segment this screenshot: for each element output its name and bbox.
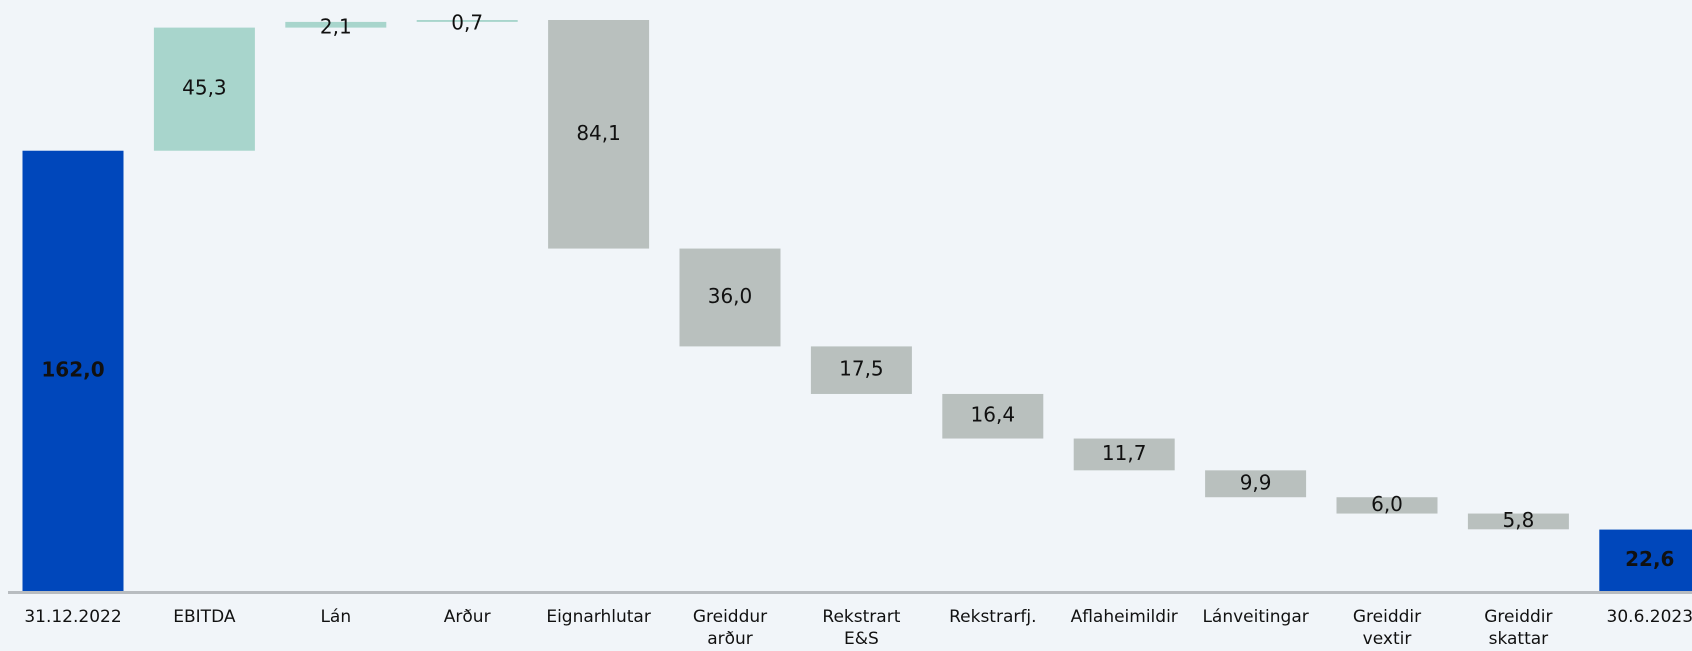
- bar: [548, 20, 650, 249]
- category-label: Aflaheimildir: [1070, 607, 1178, 627]
- category-label: Lánveitingar: [1202, 607, 1309, 627]
- category-label: EBITDA: [173, 607, 236, 627]
- category-label: Rekstrarfj.: [949, 607, 1037, 627]
- bar: [416, 20, 518, 22]
- category-label: Arður: [443, 607, 491, 627]
- category-label: Greiddir skattar: [1484, 607, 1553, 649]
- bar: [285, 21, 387, 28]
- value-label: 36,0: [708, 284, 753, 308]
- value-label: 45,3: [182, 76, 227, 100]
- value-label: 22,6: [1625, 547, 1674, 571]
- bar: [1599, 529, 1692, 591]
- value-label: 11,7: [1102, 441, 1147, 465]
- category-label: 31.12.2022: [24, 607, 122, 627]
- bar: [1467, 513, 1569, 530]
- bar: [810, 346, 912, 394]
- category-label: 30.6.2023: [1606, 607, 1692, 627]
- value-label: 9,9: [1240, 470, 1272, 494]
- bar: [1073, 438, 1175, 471]
- value-label: 6,0: [1371, 492, 1403, 516]
- value-label: 0,7: [451, 10, 483, 34]
- value-label: 162,0: [41, 357, 104, 381]
- category-label: Greiddur arður: [692, 607, 768, 649]
- bar: [22, 150, 124, 591]
- category-label: Rekstrart E&S: [822, 607, 901, 649]
- value-label: 2,1: [320, 14, 352, 38]
- bar: [153, 27, 255, 151]
- category-label: Greiddir vextir: [1352, 607, 1422, 649]
- bar: [942, 393, 1044, 439]
- value-label: 84,1: [576, 121, 621, 145]
- value-label: 17,5: [839, 357, 884, 381]
- category-label: Eignarhlutar: [546, 607, 651, 627]
- bar: [679, 248, 781, 347]
- category-label: Lán: [320, 607, 352, 627]
- bar: [1336, 497, 1438, 514]
- bar: [1205, 470, 1307, 498]
- value-label: 16,4: [971, 403, 1016, 427]
- value-label: 5,8: [1502, 508, 1534, 532]
